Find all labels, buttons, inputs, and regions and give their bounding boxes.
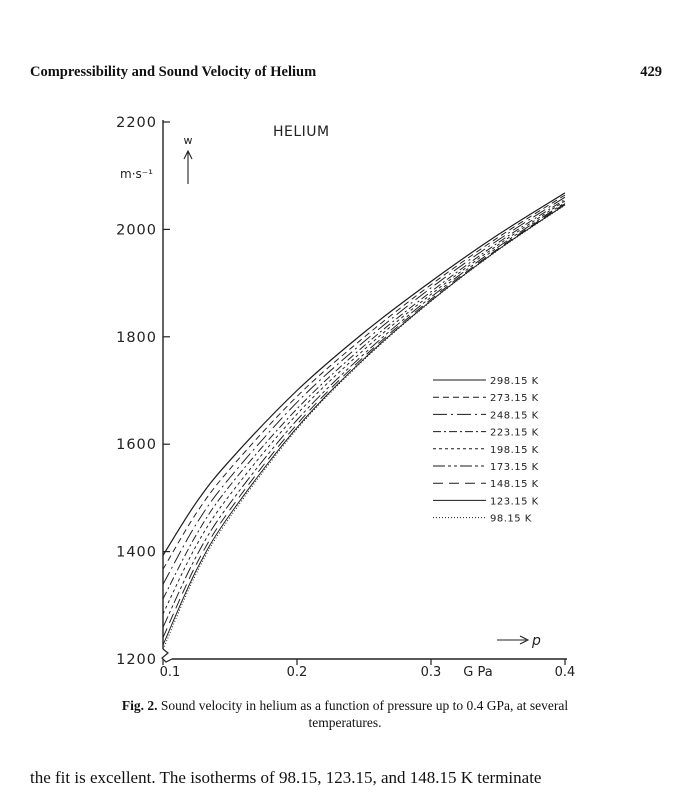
series-line-19815: [162, 200, 566, 615]
page-number: 429: [640, 64, 662, 80]
x-unit-label: G Pa: [463, 665, 492, 680]
chart-labels: w m·s⁻¹ p HELIUM: [120, 124, 541, 649]
x-arrow-head: [519, 635, 530, 645]
chart-legend: 298.15 K 273.15 K 248.15 K 223.15 K 198.15 K…: [433, 376, 539, 525]
axis-break-mark: [161, 648, 173, 663]
series-line-12315: [162, 204, 566, 646]
series-line-27315: [162, 194, 566, 570]
figure-caption: Fig. 2. Sound velocity in helium as a fu…: [100, 697, 590, 731]
caption-text: Sound velocity in helium as a function o…: [160, 698, 569, 730]
running-title: Compressibility and Sound Velocity of He…: [30, 64, 317, 80]
series-line-14815: [162, 203, 566, 638]
legend-label: 98.15 K: [490, 514, 532, 525]
legend-label: 298.15 K: [490, 376, 539, 387]
y-tick-label: 2200: [116, 115, 157, 131]
series-line-17315: [162, 202, 566, 628]
chart-axes: 1200 1400 1600 1800 2000 2200 0.1 0.2 0.3 0.4 G Pa: [116, 115, 575, 680]
caption-label: Fig. 2.: [121, 698, 158, 713]
x-tick-label: 0.3: [421, 665, 442, 680]
series-line-9815: [162, 204, 566, 650]
chart-title: HELIUM: [273, 124, 330, 140]
y-tick-label: 1800: [116, 330, 157, 346]
legend-label: 173.15 K: [490, 462, 539, 473]
series-line-24815: [162, 196, 566, 585]
y-arrow-head: [183, 149, 193, 160]
x-tick-label: 0.2: [287, 665, 308, 680]
legend-label: 123.15 K: [490, 496, 539, 507]
y-tick-label: 1400: [116, 545, 157, 561]
x-tick-label: 0.1: [160, 665, 181, 680]
chart-curves: [162, 192, 566, 650]
y-tick-label: 1600: [116, 437, 157, 453]
x-axis-label: p: [531, 633, 541, 649]
y-tick-label: 1200: [116, 652, 157, 668]
legend-label: 198.15 K: [490, 445, 539, 456]
legend-label: 148.15 K: [490, 479, 539, 490]
y-axis-label: w: [184, 134, 193, 147]
x-tick-label: 0.4: [555, 665, 576, 680]
series-line-29815: [162, 192, 566, 556]
series-line-22315: [162, 198, 566, 600]
body-text-line: the fit is excellent. The isotherms of 9…: [30, 768, 542, 787]
legend-label: 223.15 K: [490, 428, 539, 439]
legend-label: 273.15 K: [490, 393, 539, 404]
legend-label: 248.15 K: [490, 410, 539, 421]
y-tick-label: 2000: [116, 222, 157, 238]
y-unit-label: m·s⁻¹: [120, 167, 153, 181]
